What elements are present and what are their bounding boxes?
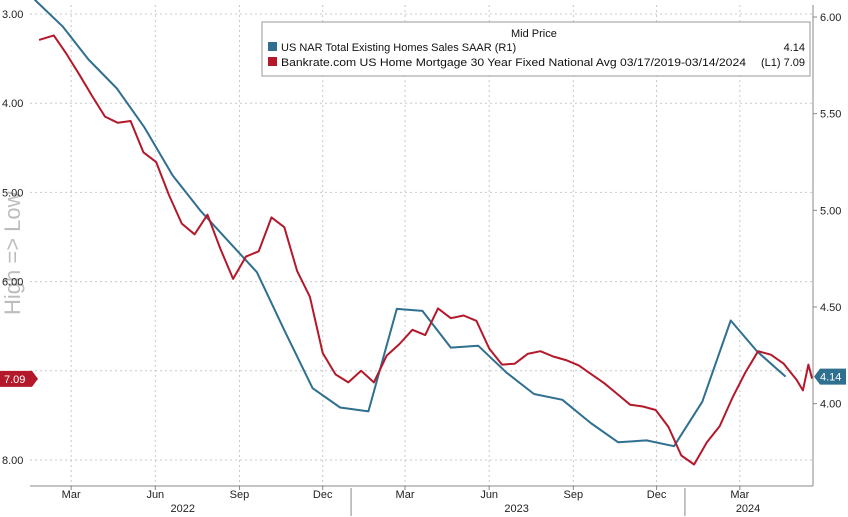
left-axis-last-value-badge (0, 370, 38, 387)
legend-swatch-home-sales (268, 42, 277, 51)
legend-value-mortgage-rate: (L1) 7.09 (761, 57, 805, 69)
x-axis-month-label: Sep (230, 489, 250, 501)
left-axis-last-value-text: 7.09 (4, 374, 25, 386)
legend: Mid Price US NAR Total Existing Homes Sa… (261, 21, 811, 77)
right-axis-tick-label: 4.50 (820, 302, 841, 314)
x-axis-month-label: Jun (146, 489, 164, 501)
x-axis-month-label: Mar (62, 489, 81, 501)
series-layer (33, 0, 814, 466)
right-axis: 6.00 5.50 5.00 4.50 4.00 4.14 (813, 12, 846, 411)
left-axis: 3.00 4.00 5.00 6.00 8.00 7.09 (0, 9, 38, 467)
x-axis-month-label: Jun (480, 489, 498, 501)
left-axis-tick-label: 5.00 (2, 187, 23, 199)
right-axis-last-value-text: 4.14 (820, 372, 841, 384)
x-axis-month-label: Mar (730, 489, 749, 501)
left-axis-tick-label: 3.00 (2, 9, 23, 21)
right-axis-tick-label: 4.00 (820, 399, 841, 411)
legend-label-home-sales: US NAR Total Existing Homes Sales SAAR (… (281, 42, 516, 54)
legend-title: Mid Price (511, 28, 557, 40)
x-axis-month-label: Sep (564, 489, 584, 501)
x-axis-year-label: 2023 (504, 503, 528, 515)
legend-swatch-mortgage-rate (268, 57, 277, 66)
right-axis-tick-label: 5.50 (820, 109, 841, 121)
left-axis-tick-label: 8.00 (2, 455, 23, 467)
x-axis-month-label: Mar (396, 489, 415, 501)
x-axis-year-label: 2022 (171, 503, 195, 515)
watermark-text: High => Low (0, 191, 25, 315)
right-axis-tick-label: 5.00 (820, 205, 841, 217)
right-axis-tick-label: 6.00 (820, 12, 841, 24)
home-sales-line (33, 0, 787, 448)
legend-value-home-sales: 4.14 (784, 42, 805, 54)
legend-label-mortgage-rate: Bankrate.com US Home Mortgage 30 Year Fi… (281, 57, 746, 69)
grid-lines (30, 5, 813, 486)
left-axis-tick-label: 4.00 (2, 98, 23, 110)
right-axis-last-value-badge (814, 368, 846, 385)
x-axis: Mar Jun Sep Dec Mar Jun Sep Dec Mar 2022 2023 2024 (62, 486, 760, 516)
x-axis-month-label: Dec (647, 489, 667, 501)
legend-box (261, 21, 811, 77)
left-axis-tick-label: 6.00 (2, 277, 23, 289)
x-axis-month-label: Dec (313, 489, 333, 501)
mortgage-rate-line (38, 34, 814, 466)
x-axis-year-label: 2024 (736, 503, 760, 515)
